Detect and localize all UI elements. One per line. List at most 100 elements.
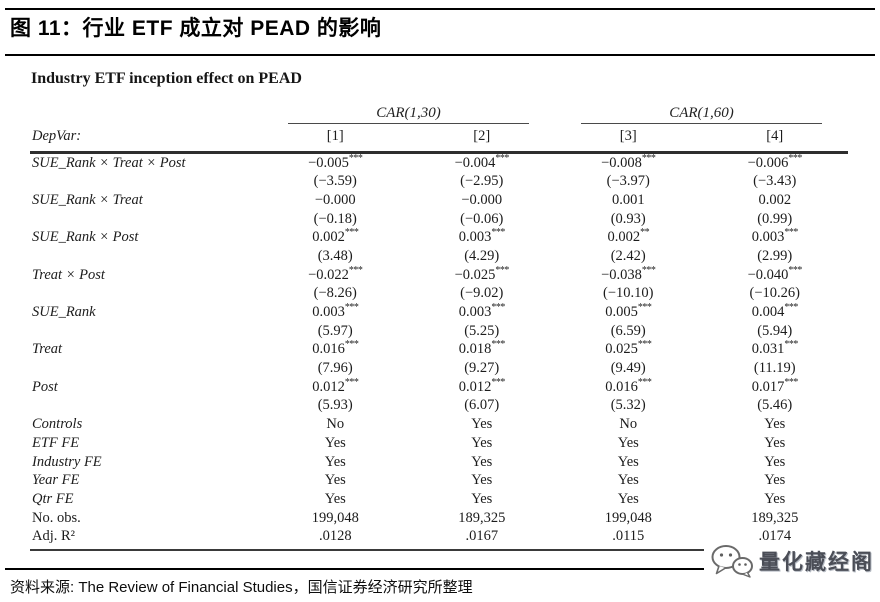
tstat-cell: (−0.18): [313, 210, 357, 227]
tstat-cell: (0.93): [610, 210, 646, 227]
row-label: SUE_Rank × Post: [32, 229, 139, 246]
tstat-cell: (5.94): [757, 322, 793, 339]
estimate-cell: −0.004***: [454, 152, 510, 171]
estimate-cell: 0.016***: [605, 376, 652, 395]
table-row: Post 0.012*** 0.012*** 0.016*** 0.017***: [30, 376, 848, 397]
estimate-cell: −0.025***: [454, 264, 510, 283]
info-value-cell: Yes: [471, 490, 493, 507]
info-value-cell: Yes: [617, 490, 639, 507]
column-group: CAR(1,30): [262, 105, 555, 124]
table-bottom-rule: [30, 548, 848, 551]
estimate-cell: 0.002***: [312, 227, 359, 246]
info-value-cell: Yes: [324, 490, 346, 507]
tstat-cell: (−3.43): [753, 173, 797, 190]
regression-table: CAR(1,30) CAR(1,60) DepVar: [1] [2] [3] [4] SUE…: [30, 97, 848, 551]
tstat-cell: (−0.06): [460, 210, 504, 227]
info-value-cell: .0115: [612, 528, 645, 545]
table-row: SUE_Rank × Treat −0.000 −0.000 0.001 0.002: [30, 191, 848, 210]
table-row: Industry FE Yes Yes Yes Yes: [30, 453, 848, 472]
row-label: Year FE: [32, 472, 80, 489]
info-value-cell: 199,048: [311, 509, 359, 526]
info-value-cell: .0174: [758, 528, 792, 545]
row-label: Treat: [32, 341, 63, 358]
source-note: 资料来源: The Review of Financial Studies，国信…: [10, 579, 473, 596]
estimate-cell: 0.016***: [312, 339, 359, 358]
tstat-cell: (−3.59): [313, 173, 357, 190]
info-value-cell: Yes: [617, 434, 639, 451]
row-label: ETF FE: [32, 434, 80, 451]
table-row: Qtr FE Yes Yes Yes Yes: [30, 490, 848, 509]
info-value-cell: Yes: [764, 490, 786, 507]
estimate-cell: −0.005***: [308, 152, 363, 171]
tstat-cell: (6.07): [464, 397, 500, 414]
table-row: (7.96) (9.27) (9.49) (11.19): [30, 359, 848, 378]
column-header: [3]: [619, 127, 637, 144]
tstat-cell: (−8.26): [313, 285, 357, 302]
table-row: SUE_Rank × Post 0.002*** 0.003*** 0.002** 0.…: [30, 228, 848, 247]
depvar-label: DepVar:: [32, 127, 82, 144]
column-header: [1]: [326, 127, 344, 144]
estimate-cell: −0.022***: [308, 264, 363, 283]
table-row: Controls No Yes No Yes: [30, 415, 848, 434]
tstat-cell: (9.27): [464, 360, 500, 377]
tstat-cell: (−2.95): [460, 173, 504, 190]
info-value-cell: Yes: [617, 453, 639, 470]
column-group-label: CAR(1,60): [581, 105, 822, 124]
estimate-cell: 0.002**: [607, 227, 650, 246]
top-rule: [5, 8, 875, 10]
estimate-cell: 0.003***: [751, 227, 799, 246]
info-value-cell: Yes: [471, 472, 493, 489]
table-row: (−8.26) (−9.02) (−10.10) (−10.26): [30, 284, 848, 303]
estimate-cell: 0.031***: [751, 339, 799, 358]
column-group-label: CAR(1,30): [288, 105, 529, 124]
tstat-cell: (6.59): [610, 322, 646, 339]
info-value-cell: 199,048: [604, 509, 652, 526]
table-caption: Industry ETF inception effect on PEAD: [31, 70, 302, 87]
estimate-cell: 0.003***: [458, 302, 506, 320]
estimate-cell: −0.000: [461, 191, 503, 208]
table-row: Year FE Yes Yes Yes Yes: [30, 471, 848, 490]
estimate-cell: 0.018***: [458, 339, 506, 358]
estimate-cell: 0.003***: [458, 227, 506, 246]
info-value-cell: Yes: [471, 434, 493, 451]
estimate-cell: 0.012***: [458, 376, 506, 395]
row-label: Industry FE: [32, 453, 102, 470]
table-row: Treat × Post −0.022*** −0.025*** −0.038*** −…: [30, 264, 848, 285]
tstat-cell: (7.96): [317, 360, 353, 377]
tstat-cell: (2.99): [757, 247, 793, 264]
title-bottom-rule: [5, 54, 875, 56]
estimate-cell: 0.004***: [751, 302, 799, 320]
table-row: DepVar: [1] [2] [3] [4]: [30, 124, 848, 148]
table-row: [30, 546, 848, 551]
row-label: No. obs.: [32, 509, 81, 526]
tstat-cell: (11.19): [753, 360, 796, 377]
tstat-cell: (5.32): [610, 397, 646, 414]
table-row: Adj. R² .0128 .0167 .0115 .0174: [30, 527, 848, 546]
estimate-cell: −0.008***: [601, 152, 656, 171]
wechat-chat-bubbles-icon: [711, 545, 753, 578]
info-value-cell: Yes: [324, 472, 346, 489]
info-value-cell: Yes: [764, 453, 786, 470]
row-label: Post: [32, 378, 58, 395]
estimate-cell: 0.001: [611, 191, 645, 208]
estimate-cell: 0.012***: [312, 376, 359, 395]
info-value-cell: .0128: [318, 528, 352, 545]
row-label: SUE_Rank × Treat × Post: [32, 154, 186, 171]
table-row: [30, 148, 848, 154]
tstat-cell: (−10.26): [749, 285, 800, 302]
estimate-cell: 0.025***: [605, 339, 652, 358]
info-value-cell: 189,325: [751, 509, 799, 526]
table-row: (−0.18) (−0.06) (0.93) (0.99): [30, 210, 848, 229]
table-row: SUE_Rank 0.003*** 0.003*** 0.005*** 0.004***: [30, 303, 848, 322]
footer-rule: [5, 568, 875, 570]
tstat-cell: (5.93): [317, 397, 353, 414]
tstat-cell: (5.25): [464, 322, 500, 339]
column-header: [2]: [473, 127, 491, 144]
row-label: Controls: [32, 416, 83, 433]
info-value-cell: Yes: [764, 416, 786, 433]
column-group: CAR(1,60): [555, 105, 848, 124]
brand-watermark: 量化藏经阁: [704, 542, 878, 580]
estimate-cell: −0.038***: [601, 264, 656, 283]
info-value-cell: Yes: [471, 453, 493, 470]
info-value-cell: No: [326, 416, 345, 433]
